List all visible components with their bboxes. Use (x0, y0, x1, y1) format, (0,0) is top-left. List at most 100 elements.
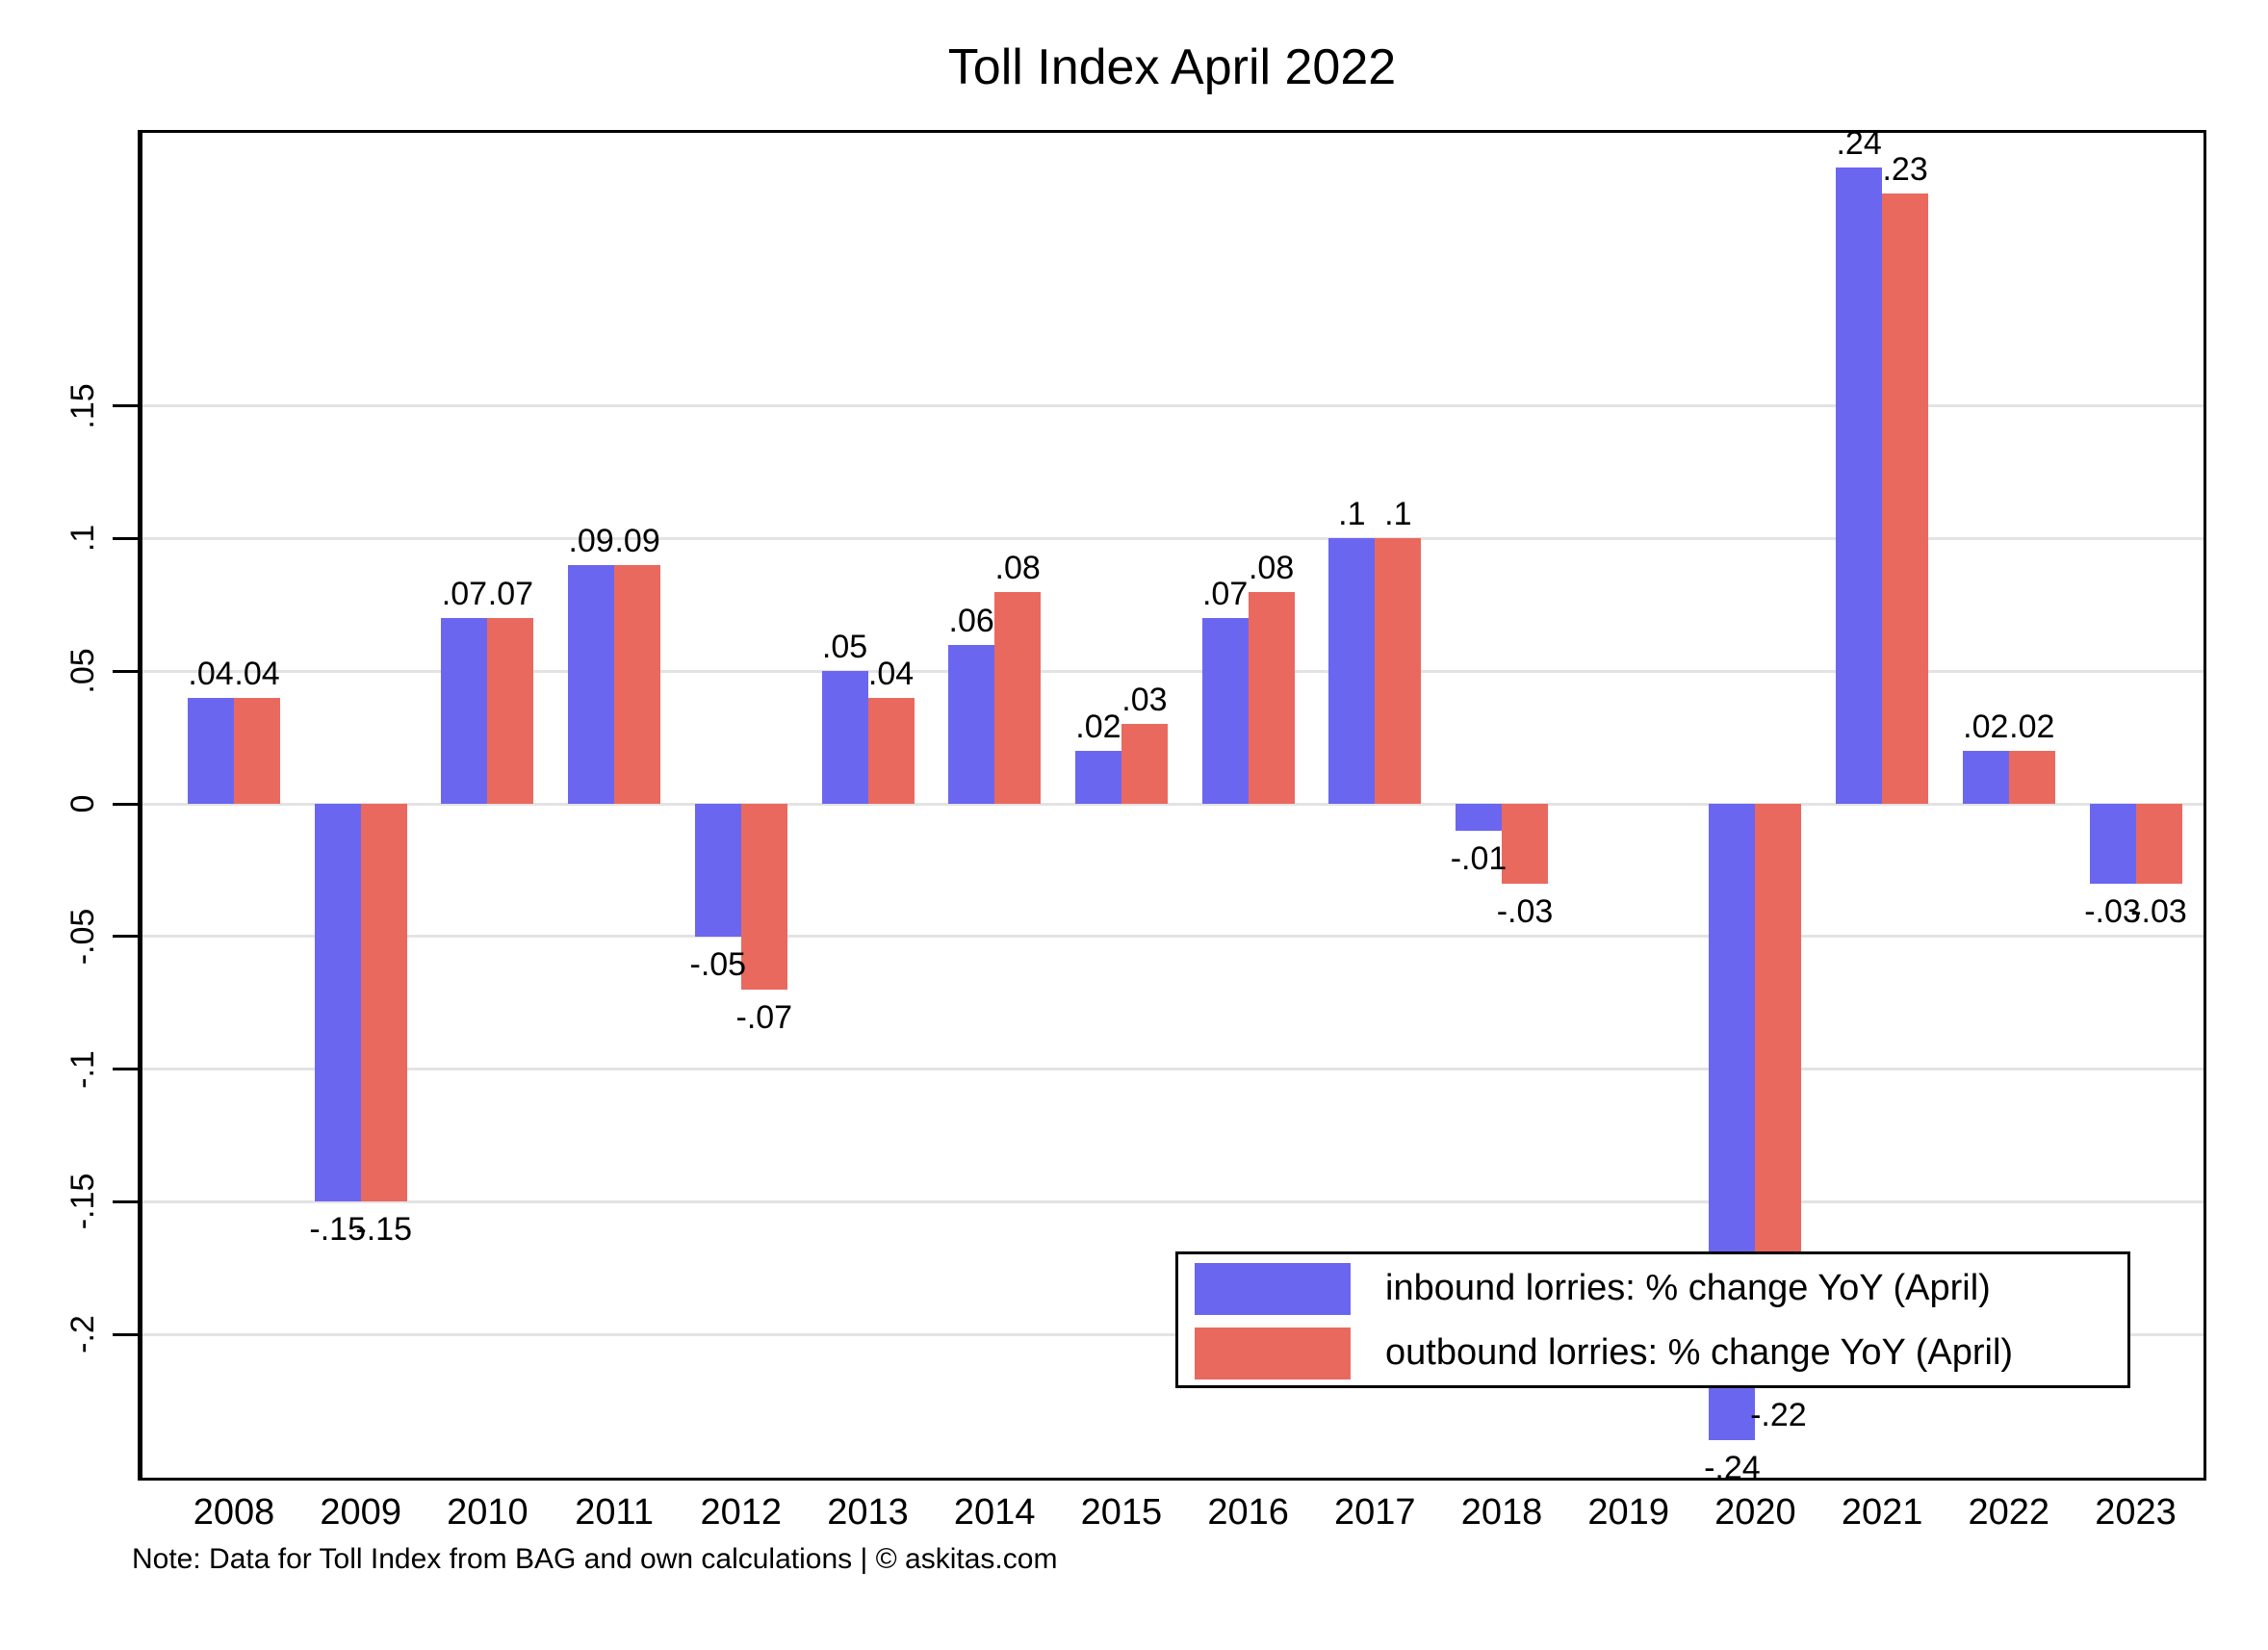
bar-value-label: .08 (994, 549, 1041, 586)
y-tick-.15 (113, 404, 138, 408)
bar-2022-outbound (2008, 750, 2055, 804)
y-tick-label: -.05 (64, 908, 101, 966)
x-tick-label-2013: 2013 (827, 1492, 909, 1533)
y-tick-0 (113, 802, 138, 806)
bar-2008-inbound (188, 697, 234, 804)
gridline-.05 (138, 669, 2206, 673)
legend-swatch-outbound (1195, 1328, 1351, 1379)
bar-2014-outbound (994, 591, 1042, 804)
y-tick-label: .15 (64, 382, 101, 429)
bar-value-label: -.24 (1704, 1450, 1761, 1487)
bar-value-label: -.01 (1450, 839, 1508, 877)
bar-value-label: .05 (821, 629, 868, 666)
bar-value-label: .23 (1882, 151, 1928, 189)
x-tick-label-2021: 2021 (1841, 1492, 1923, 1533)
bar-value-label: -.05 (689, 945, 747, 983)
x-tick-label-2022: 2022 (1968, 1492, 2050, 1533)
gridline--.05 (138, 935, 2206, 939)
y-tick-label: .05 (64, 648, 101, 694)
legend-swatch-inbound (1195, 1263, 1351, 1315)
bar-value-label: .04 (188, 655, 234, 692)
bar-2013-inbound (821, 671, 868, 804)
x-tick-label-2017: 2017 (1334, 1492, 1416, 1533)
x-tick-label-2014: 2014 (953, 1492, 1036, 1533)
gridline--.2 (138, 1332, 2206, 1336)
bar-value-label: -.03 (1496, 892, 1554, 930)
bar-2009-inbound (314, 804, 361, 1202)
bar-2010-outbound (487, 618, 534, 804)
y-tick--.15 (113, 1199, 138, 1203)
bar-value-label: .24 (1836, 124, 1882, 162)
y-tick-label: -.1 (64, 1049, 101, 1089)
bar-value-label: .06 (948, 602, 994, 639)
bar-2014-inbound (948, 644, 995, 804)
x-tick-label-2010: 2010 (447, 1492, 528, 1533)
bar-value-label: .07 (441, 576, 488, 613)
bar-value-label: -.15 (355, 1211, 412, 1249)
bar-2017-inbound (1328, 538, 1376, 804)
bar-value-label: .02 (1963, 708, 2009, 745)
bar-value-label: .07 (1201, 576, 1249, 613)
y-tick-label: -.15 (64, 1173, 101, 1230)
bar-2016-inbound (1201, 618, 1249, 804)
gridline--.1 (138, 1068, 2206, 1071)
bar-2023-outbound (2135, 804, 2182, 884)
x-tick-label-2008: 2008 (193, 1492, 275, 1533)
bar-value-label: .09 (614, 522, 660, 559)
bar-value-label: .07 (487, 576, 534, 613)
bar-2009-outbound (360, 804, 407, 1202)
bar-2015-inbound (1074, 750, 1121, 804)
bar-value-label: .03 (1121, 682, 1168, 719)
bar-2022-inbound (1962, 750, 2009, 804)
x-tick-label-2023: 2023 (2095, 1492, 2177, 1533)
x-tick-label-2016: 2016 (1207, 1492, 1289, 1533)
x-tick-label-2015: 2015 (1080, 1492, 1163, 1533)
y-tick-.05 (113, 669, 138, 673)
bar-2021-outbound (1882, 193, 1929, 804)
bar-2021-inbound (1836, 167, 1883, 804)
y-tick--.05 (113, 935, 138, 939)
bar-2012-inbound (694, 804, 741, 937)
bar-value-label: .1 (1338, 496, 1366, 533)
bar-value-label: -.22 (1750, 1397, 1807, 1434)
x-tick-label-2020: 2020 (1714, 1492, 1796, 1533)
bar-2018-outbound (1502, 804, 1548, 884)
bar-2008-outbound (234, 697, 280, 804)
bar-value-label: .08 (1248, 549, 1295, 586)
bar-value-label: .02 (2009, 708, 2055, 745)
bar-2011-inbound (568, 564, 615, 804)
bar-2010-inbound (441, 618, 488, 804)
x-tick-label-2019: 2019 (1587, 1492, 1669, 1533)
gridline-0 (138, 802, 2206, 806)
bar-value-label: .04 (867, 655, 915, 692)
bar-value-label: .1 (1384, 496, 1412, 533)
gridline--.15 (138, 1199, 2206, 1203)
bar-2018-inbound (1456, 804, 1502, 831)
y-tick-label: -.2 (64, 1315, 101, 1354)
bar-value-label: .09 (568, 522, 614, 559)
bar-2012-outbound (740, 804, 787, 990)
x-tick-label-2011: 2011 (575, 1492, 654, 1533)
gridline-.1 (138, 536, 2206, 540)
x-tick-label-2018: 2018 (1460, 1492, 1543, 1533)
legend: inbound lorries: % change YoY (April) out… (1175, 1251, 2130, 1388)
y-tick--.2 (113, 1332, 138, 1336)
bar-value-label: -.15 (309, 1211, 366, 1249)
bar-value-label: -.03 (2130, 892, 2187, 930)
bar-value-label: -.07 (735, 998, 793, 1036)
y-tick--.1 (113, 1068, 138, 1071)
legend-label: inbound lorries: % change YoY (April) (1385, 1268, 1991, 1308)
gridline-.15 (138, 404, 2206, 408)
x-tick-label-2009: 2009 (320, 1492, 401, 1533)
bar-2015-outbound (1121, 724, 1168, 804)
bar-2011-outbound (614, 564, 661, 804)
bar-2016-outbound (1248, 591, 1295, 804)
x-tick-label-2012: 2012 (700, 1492, 783, 1533)
chart-title: Toll Index April 2022 (947, 39, 1397, 95)
y-tick-label: 0 (64, 794, 101, 813)
footnote: Note: Data for Toll Index from BAG and o… (132, 1543, 1058, 1575)
bar-value-label: .04 (234, 655, 280, 692)
bar-2023-inbound (2089, 804, 2136, 884)
bar-value-label: .02 (1075, 708, 1121, 745)
